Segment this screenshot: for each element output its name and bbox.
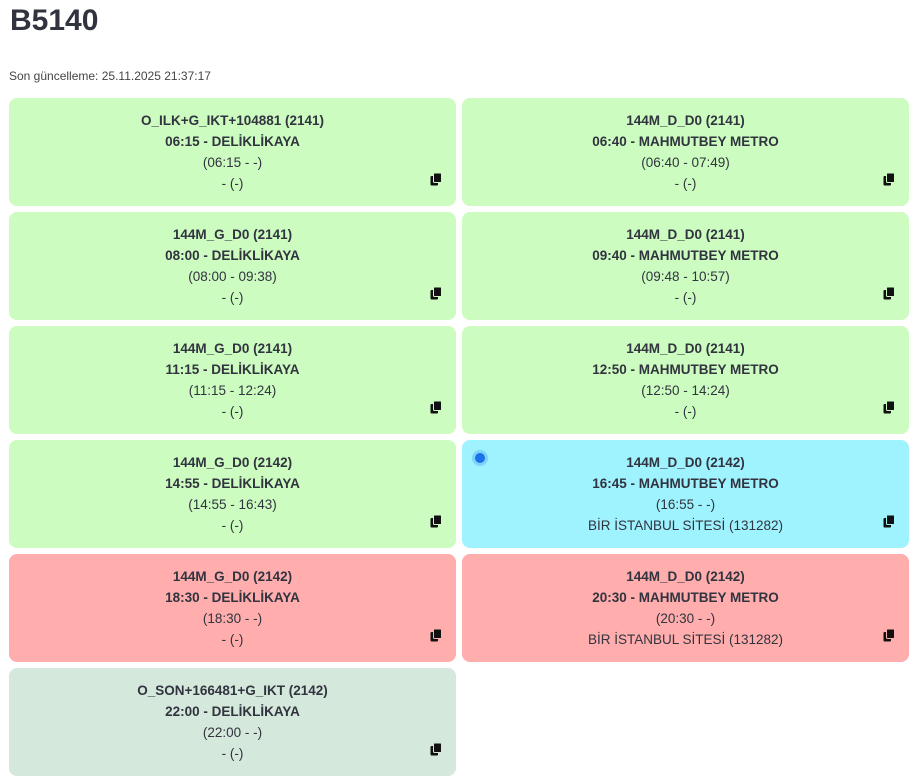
departure: 08:00 - DELİKLİKAYA (165, 248, 300, 263)
trip-code: 144M_D_D0 (2141) (626, 113, 745, 128)
trip-card[interactable]: 144M_D_D0 (2141) 09:40 - MAHMUTBEY METRO (… (462, 212, 909, 320)
departure: 06:15 - DELİKLİKAYA (165, 134, 300, 149)
copy-button[interactable] (430, 286, 442, 303)
departure: 14:55 - DELİKLİKAYA (165, 476, 300, 491)
last-updated: Son güncelleme: 25.11.2025 21:37:17 (9, 69, 211, 83)
trip-card[interactable]: 144M_G_D0 (2141) 08:00 - DELİKLİKAYA (08:0… (9, 212, 456, 320)
copy-button[interactable] (883, 172, 895, 189)
trip-card[interactable]: O_ILK+G_IKT+104881 (2141) 06:15 - DELİKLİ… (9, 98, 456, 206)
location: - (-) (221, 404, 244, 419)
copy-button[interactable] (430, 514, 442, 531)
time-range: (06:40 - 07:49) (641, 155, 730, 170)
departure: 09:40 - MAHMUTBEY METRO (592, 248, 779, 263)
time-range: (08:00 - 09:38) (188, 269, 277, 284)
trip-code: 144M_G_D0 (2141) (172, 341, 293, 356)
trip-code: O_SON+166481+G_IKT (2142) (137, 683, 328, 698)
copy-button[interactable] (430, 628, 442, 645)
time-range: (20:30 - -) (655, 611, 716, 626)
time-range: (11:15 - 12:24) (188, 383, 277, 398)
live-indicator (475, 453, 485, 463)
departure: 16:45 - MAHMUTBEY METRO (592, 476, 779, 491)
location: - (-) (674, 404, 697, 419)
trip-card[interactable]: 144M_D_D0 (2142) 20:30 - MAHMUTBEY METRO (… (462, 554, 909, 662)
location: - (-) (221, 632, 244, 647)
copy-icon (430, 400, 442, 414)
trip-code: 144M_D_D0 (2142) (626, 455, 745, 470)
trip-card[interactable]: 144M_D_D0 (2141) 12:50 - MAHMUTBEY METRO (… (462, 326, 909, 434)
departure: 20:30 - MAHMUTBEY METRO (592, 590, 779, 605)
copy-button[interactable] (883, 628, 895, 645)
copy-icon (883, 286, 895, 300)
copy-icon (430, 514, 442, 528)
location: - (-) (221, 176, 244, 191)
time-range: (09:48 - 10:57) (641, 269, 730, 284)
location: - (-) (674, 176, 697, 191)
trip-code: O_ILK+G_IKT+104881 (2141) (140, 113, 325, 128)
location: - (-) (221, 746, 244, 761)
location: - (-) (221, 518, 244, 533)
trip-card[interactable]: 144M_G_D0 (2142) 18:30 - DELİKLİKAYA (18:3… (9, 554, 456, 662)
copy-button[interactable] (883, 514, 895, 531)
time-range: (06:15 - -) (202, 155, 263, 170)
trip-card[interactable]: O_SON+166481+G_IKT (2142) 22:00 - DELİKLİ… (9, 668, 456, 776)
copy-button[interactable] (883, 400, 895, 417)
trip-card[interactable]: 144M_D_D0 (2142) 16:45 - MAHMUTBEY METRO (… (462, 440, 909, 548)
location: - (-) (674, 290, 697, 305)
departure: 22:00 - DELİKLİKAYA (165, 704, 300, 719)
copy-icon (883, 628, 895, 642)
copy-icon (883, 172, 895, 186)
departure: 18:30 - DELİKLİKAYA (165, 590, 300, 605)
trip-card[interactable]: 144M_G_D0 (2142) 14:55 - DELİKLİKAYA (14:5… (9, 440, 456, 548)
trip-code: 144M_G_D0 (2142) (172, 569, 293, 584)
departure: 12:50 - MAHMUTBEY METRO (592, 362, 779, 377)
time-range: (16:55 - -) (655, 497, 716, 512)
trip-code: 144M_G_D0 (2142) (172, 455, 293, 470)
time-range: (22:00 - -) (202, 725, 263, 740)
copy-icon (883, 400, 895, 414)
time-range: (18:30 - -) (202, 611, 263, 626)
copy-icon (883, 514, 895, 528)
copy-icon (430, 742, 442, 756)
title: B5140 (10, 4, 99, 37)
copy-button[interactable] (430, 400, 442, 417)
departure: 11:15 - DELİKLİKAYA (165, 362, 300, 377)
trip-code: 144M_D_D0 (2141) (626, 341, 745, 356)
trip-card[interactable]: 144M_D_D0 (2141) 06:40 - MAHMUTBEY METRO (… (462, 98, 909, 206)
location: BİR İSTANBUL SİTESİ (131282) (587, 518, 784, 533)
trip-code: 144M_D_D0 (2141) (626, 227, 745, 242)
location: - (-) (221, 290, 244, 305)
copy-icon (430, 286, 442, 300)
copy-button[interactable] (430, 172, 442, 189)
trip-card[interactable]: 144M_G_D0 (2141) 11:15 - DELİKLİKAYA (11:1… (9, 326, 456, 434)
location: BİR İSTANBUL SİTESİ (131282) (587, 632, 784, 647)
trip-code: 144M_G_D0 (2141) (172, 227, 293, 242)
departure: 06:40 - MAHMUTBEY METRO (592, 134, 779, 149)
card-grid: O_ILK+G_IKT+104881 (2141) 06:15 - DELİKLİ… (9, 98, 909, 776)
copy-button[interactable] (430, 742, 442, 759)
copy-icon (430, 628, 442, 642)
copy-button[interactable] (883, 286, 895, 303)
time-range: (12:50 - 14:24) (641, 383, 730, 398)
copy-icon (430, 172, 442, 186)
trip-code: 144M_D_D0 (2142) (626, 569, 745, 584)
time-range: (14:55 - 16:43) (188, 497, 277, 512)
